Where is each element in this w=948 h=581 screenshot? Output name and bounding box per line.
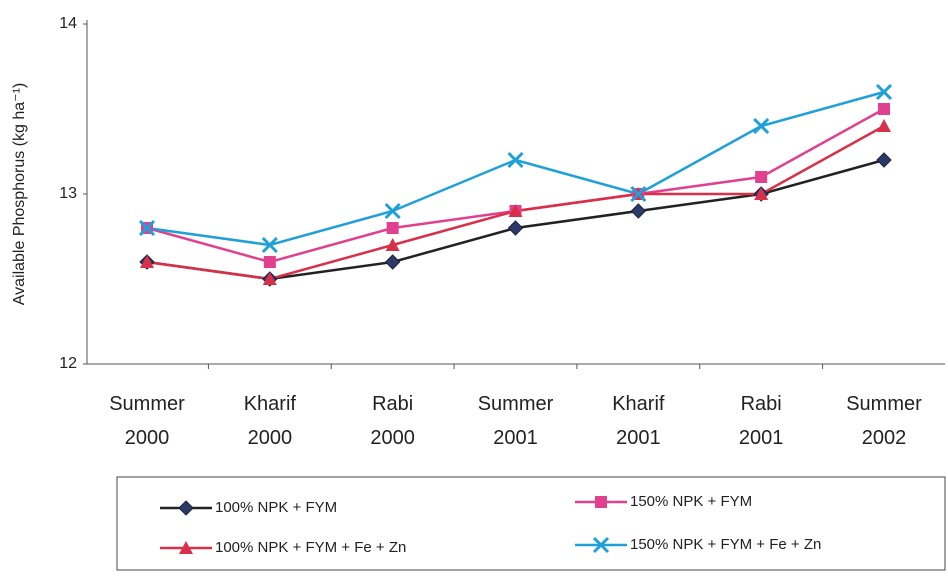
y-tick-label: 12: [59, 355, 77, 372]
marker: [138, 219, 156, 237]
marker: [630, 185, 647, 203]
marker: [384, 202, 401, 220]
x-tick-label: Kharif 2000: [244, 393, 297, 449]
legend-label: 100% NPK + FYM: [215, 499, 337, 516]
marker: [386, 222, 399, 234]
marker: [507, 151, 524, 169]
x-tick-label: Rabi 2000: [370, 393, 415, 449]
marker: [875, 83, 893, 101]
y-tick-label: 13: [59, 185, 77, 202]
marker: [384, 254, 401, 270]
marker: [755, 171, 768, 183]
marker: [876, 152, 892, 168]
marker: [754, 187, 769, 200]
x-tick-label: Summer 2000: [109, 393, 185, 449]
marker: [262, 272, 277, 285]
legend-box: [116, 476, 946, 571]
marker: [507, 220, 524, 236]
legend-label: 150% NPK + FYM + Fe + Zn: [630, 536, 821, 553]
x-tick-label: Rabi 2001: [739, 393, 784, 449]
legend-item: 150% NPK + FYM + Fe + Zn: [575, 536, 821, 554]
marker: [630, 203, 647, 219]
marker: [261, 236, 278, 254]
marker: [178, 500, 194, 516]
marker: [508, 204, 523, 217]
y-tick-label: 14: [59, 15, 77, 32]
marker: [753, 117, 770, 135]
legend-label: 100% NPK + FYM + Fe + Zn: [215, 539, 406, 556]
x-tick-label: Kharif 2001: [612, 393, 665, 449]
series-line: [146, 107, 885, 264]
marker: [595, 496, 607, 508]
marker: [263, 256, 276, 268]
marker: [878, 103, 890, 115]
x-tick-label: Summer 2002: [846, 393, 922, 449]
marker: [592, 536, 610, 554]
series-line: [146, 158, 885, 281]
series-line: [146, 124, 885, 281]
marker: [385, 238, 400, 251]
y-axis-label: Available Phosphorus (kg ha⁻¹): [11, 83, 28, 306]
marker: [877, 119, 891, 132]
legend-item: 100% NPK + FYM: [160, 499, 337, 516]
legend-item: 100% NPK + FYM + Fe + Zn: [160, 539, 406, 556]
marker: [179, 541, 193, 554]
marker: [140, 255, 154, 268]
legend-label: 150% NPK + FYM: [630, 493, 752, 510]
x-tick-label: Summer 2001: [478, 393, 554, 449]
legend-item: 150% NPK + FYM: [575, 493, 752, 510]
